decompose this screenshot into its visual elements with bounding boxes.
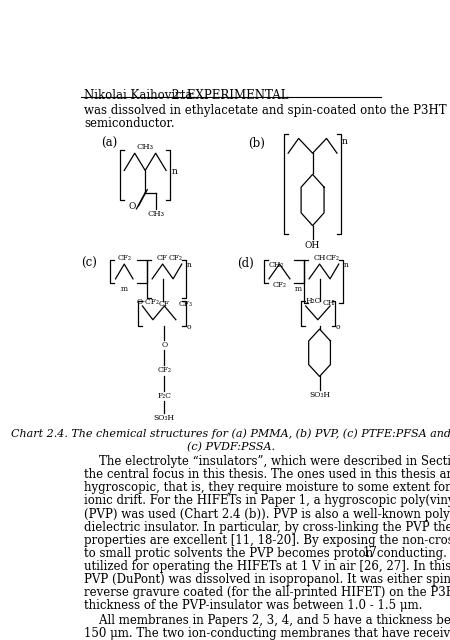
Text: properties are excellent [11, 18-20]. By exposing the non-crosslinked PVP: properties are excellent [11, 18-20]. By… (84, 534, 450, 547)
Text: SO₃H: SO₃H (309, 390, 330, 399)
Text: ionic drift. For the HIFETs in Paper 1, a hygroscopic poly(vinyl phenol): ionic drift. For the HIFETs in Paper 1, … (84, 495, 450, 508)
Text: H₂C: H₂C (306, 297, 321, 305)
Text: m: m (294, 285, 302, 292)
Text: o: o (336, 323, 341, 332)
Text: O-CF₂: O-CF₂ (136, 298, 159, 306)
Text: CH: CH (323, 299, 335, 307)
Text: n: n (342, 137, 347, 146)
Text: CF₂: CF₂ (169, 254, 183, 262)
Text: CH₂: CH₂ (269, 261, 284, 269)
Text: CF₂: CF₂ (272, 282, 287, 289)
Text: (d): (d) (238, 257, 254, 269)
Text: n: n (187, 261, 192, 269)
Text: OH: OH (305, 241, 320, 250)
Text: thickness of the PVP-insulator was between 1.0 - 1.5 μm.: thickness of the PVP-insulator was betwe… (84, 599, 423, 612)
Text: O: O (128, 202, 135, 211)
Text: semiconductor.: semiconductor. (84, 117, 175, 130)
Text: CF₂: CF₂ (158, 366, 171, 374)
Text: m: m (121, 285, 128, 292)
Text: (b): (b) (248, 137, 265, 150)
Text: CF₂: CF₂ (326, 254, 340, 262)
Text: The electrolyte “insulators”, which were described in Section 1.2.3, are: The electrolyte “insulators”, which were… (84, 455, 450, 468)
Text: CH₃: CH₃ (137, 143, 154, 150)
Text: CF₃: CF₃ (178, 300, 192, 308)
Text: Nikolai Kaihovirta: Nikolai Kaihovirta (84, 89, 193, 102)
Text: Chart 2.4. The chemical structures for (a) PMMA, (b) PVP, (c) PTFE:PFSA and: Chart 2.4. The chemical structures for (… (11, 429, 450, 439)
Text: O: O (161, 341, 167, 349)
Text: F₂C: F₂C (158, 392, 171, 400)
Text: CF: CF (159, 300, 170, 308)
Text: 17: 17 (362, 546, 377, 559)
Text: n: n (171, 168, 177, 177)
Text: hygroscopic, that is, they require moisture to some extent for sufficient: hygroscopic, that is, they require moist… (84, 481, 450, 494)
Text: the central focus in this thesis. The ones used in this thesis are: the central focus in this thesis. The on… (84, 468, 450, 481)
Text: CF: CF (157, 254, 168, 262)
Text: dielectric insulator. In particular, by cross-linking the PVP the insulating: dielectric insulator. In particular, by … (84, 520, 450, 534)
Text: All membranes in Papers 2, 3, 4, and 5 have a thickness between 50 -: All membranes in Papers 2, 3, 4, and 5 h… (84, 614, 450, 627)
Text: reverse gravure coated (for the all-printed HIFET) on the P3HT. The dry: reverse gravure coated (for the all-prin… (84, 586, 450, 599)
Text: 2. EXPERIMENTAL: 2. EXPERIMENTAL (172, 89, 289, 102)
Text: (a): (a) (102, 137, 118, 150)
Text: n: n (344, 261, 349, 269)
Text: CF₂: CF₂ (117, 254, 131, 262)
Text: PVP (DuPont) was dissolved in isopropanol. It was either spin-coated or: PVP (DuPont) was dissolved in isopropano… (84, 573, 450, 586)
Text: to small protic solvents the PVP becomes proton conducting. The effect is: to small protic solvents the PVP becomes… (84, 547, 450, 560)
Text: utilized for operating the HIFETs at 1 V in air [26, 27]. In this thesis, the: utilized for operating the HIFETs at 1 V… (84, 560, 450, 573)
Text: 150 μm. The two ion-conducting membranes that have received most: 150 μm. The two ion-conducting membranes… (84, 627, 450, 640)
Text: CH: CH (313, 254, 326, 262)
Text: CH₃: CH₃ (147, 211, 164, 218)
Text: (c): (c) (81, 257, 97, 269)
Text: o: o (187, 323, 192, 332)
Text: was dissolved in ethylacetate and spin-coated onto the P3HT: was dissolved in ethylacetate and spin-c… (84, 104, 447, 117)
Text: SO₃H: SO₃H (154, 414, 175, 422)
Text: (PVP) was used (Chart 2.4 (b)). PVP is also a well-known polymeric: (PVP) was used (Chart 2.4 (b)). PVP is a… (84, 508, 450, 520)
Text: (c) PVDF:PSSA.: (c) PVDF:PSSA. (187, 442, 274, 452)
